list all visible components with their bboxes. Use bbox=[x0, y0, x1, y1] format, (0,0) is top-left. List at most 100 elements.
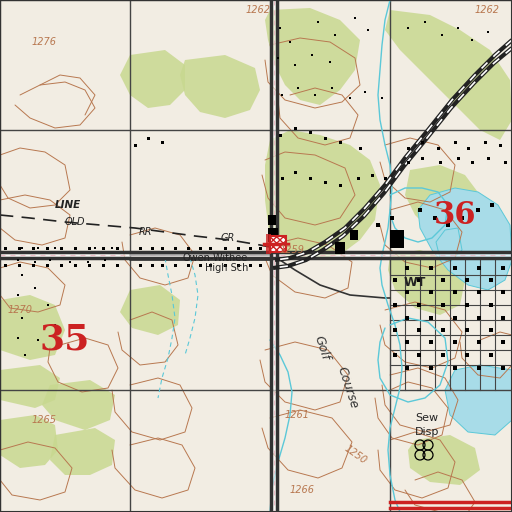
Bar bbox=[331, 87, 333, 89]
Bar bbox=[268, 215, 276, 225]
Polygon shape bbox=[50, 428, 115, 475]
Bar bbox=[279, 27, 281, 29]
Bar bbox=[490, 203, 494, 207]
Bar bbox=[383, 177, 387, 180]
Bar bbox=[429, 266, 433, 270]
Bar bbox=[376, 223, 380, 227]
Text: RR: RR bbox=[138, 227, 152, 237]
Text: 1276: 1276 bbox=[32, 37, 57, 47]
Bar bbox=[329, 61, 331, 63]
Bar bbox=[146, 137, 150, 139]
Text: 1265: 1265 bbox=[32, 415, 57, 425]
Bar bbox=[418, 208, 422, 212]
Bar bbox=[34, 287, 36, 289]
Bar bbox=[393, 328, 397, 332]
Bar bbox=[94, 247, 96, 249]
Bar bbox=[4, 264, 7, 267]
Bar bbox=[21, 274, 23, 276]
Bar bbox=[293, 126, 296, 130]
Bar bbox=[248, 246, 251, 249]
Bar bbox=[259, 246, 262, 249]
Text: High Sch: High Sch bbox=[205, 263, 248, 273]
Bar bbox=[453, 366, 457, 370]
Polygon shape bbox=[436, 228, 462, 262]
Bar bbox=[364, 91, 366, 93]
Bar bbox=[338, 183, 342, 186]
Text: 1250: 1250 bbox=[342, 444, 368, 466]
Text: 36: 36 bbox=[434, 200, 476, 230]
Bar bbox=[268, 228, 278, 242]
Bar bbox=[477, 266, 481, 270]
Bar bbox=[208, 264, 211, 267]
Bar bbox=[454, 140, 457, 143]
Bar bbox=[446, 223, 450, 227]
Polygon shape bbox=[0, 415, 58, 468]
Bar bbox=[101, 246, 104, 249]
Bar bbox=[501, 290, 505, 294]
Bar bbox=[489, 328, 493, 332]
Bar bbox=[393, 303, 397, 307]
Bar bbox=[21, 247, 23, 249]
Bar bbox=[499, 143, 501, 146]
Bar bbox=[116, 246, 118, 249]
Bar bbox=[186, 264, 189, 267]
Bar bbox=[465, 353, 469, 357]
Bar bbox=[297, 87, 299, 89]
Bar bbox=[429, 316, 433, 320]
Bar bbox=[460, 216, 464, 220]
Text: 1262: 1262 bbox=[475, 5, 500, 15]
Polygon shape bbox=[405, 165, 480, 235]
Bar bbox=[358, 146, 361, 150]
Bar bbox=[441, 303, 445, 307]
Bar bbox=[139, 246, 141, 249]
Bar bbox=[390, 216, 394, 220]
Bar bbox=[471, 160, 474, 163]
Bar bbox=[501, 340, 505, 344]
Bar bbox=[54, 247, 56, 249]
Text: Owen-Withee: Owen-Withee bbox=[183, 253, 248, 263]
Bar bbox=[160, 246, 163, 249]
Polygon shape bbox=[120, 50, 185, 108]
Bar bbox=[17, 264, 20, 267]
Polygon shape bbox=[418, 188, 512, 290]
Bar bbox=[503, 160, 506, 163]
Text: 1270: 1270 bbox=[8, 305, 33, 315]
Bar bbox=[116, 264, 118, 267]
Bar bbox=[54, 324, 56, 326]
Bar bbox=[354, 17, 356, 19]
Bar bbox=[281, 94, 283, 96]
Bar bbox=[489, 303, 493, 307]
Bar bbox=[441, 328, 445, 332]
Bar bbox=[151, 246, 154, 249]
Bar bbox=[429, 290, 433, 294]
Bar bbox=[477, 290, 481, 294]
Text: Golf: Golf bbox=[312, 334, 332, 362]
Bar bbox=[433, 216, 437, 220]
Bar bbox=[390, 230, 404, 248]
Bar bbox=[424, 21, 426, 23]
Text: 35: 35 bbox=[40, 323, 90, 357]
Bar bbox=[224, 264, 226, 267]
Text: LINE: LINE bbox=[55, 200, 81, 210]
Text: OLD: OLD bbox=[65, 217, 86, 227]
Bar bbox=[338, 140, 342, 143]
Bar bbox=[74, 247, 76, 249]
Bar bbox=[270, 236, 286, 252]
Bar bbox=[47, 304, 49, 306]
Polygon shape bbox=[120, 285, 180, 335]
Bar bbox=[88, 264, 91, 267]
Bar bbox=[429, 366, 433, 370]
Bar bbox=[477, 340, 481, 344]
Bar bbox=[69, 261, 71, 263]
Bar bbox=[453, 266, 457, 270]
Bar bbox=[477, 316, 481, 320]
Bar bbox=[224, 246, 226, 249]
Bar bbox=[101, 264, 104, 267]
Polygon shape bbox=[180, 55, 260, 118]
Bar bbox=[471, 39, 473, 41]
Bar bbox=[24, 354, 26, 356]
Bar bbox=[417, 328, 421, 332]
Bar bbox=[393, 353, 397, 357]
Polygon shape bbox=[0, 295, 65, 360]
Polygon shape bbox=[0, 365, 60, 408]
